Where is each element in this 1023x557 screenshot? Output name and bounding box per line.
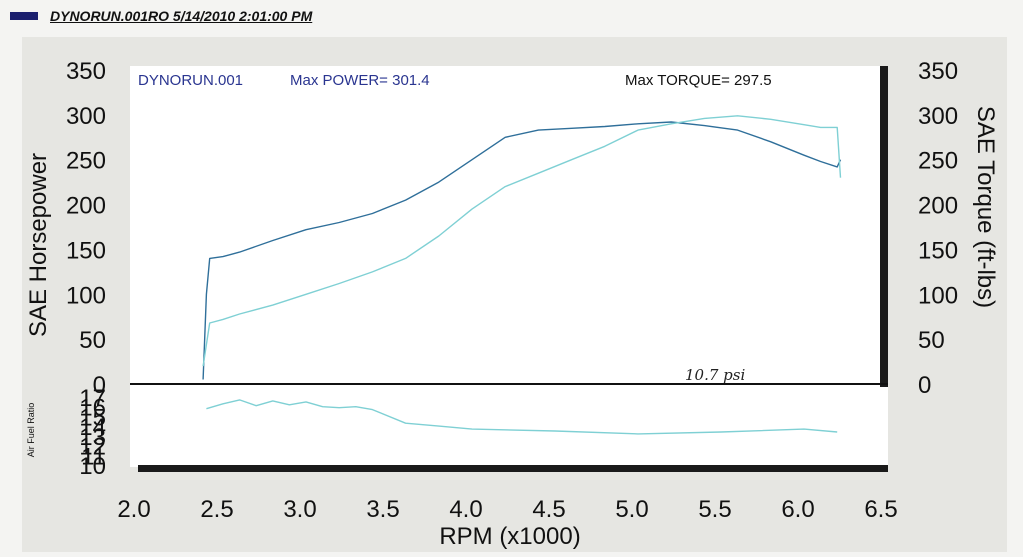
right-tick-label: 300	[918, 103, 958, 130]
left-tick-label: 300	[66, 103, 106, 130]
afr-tick-label: 13	[79, 424, 106, 451]
x-tick-label: 6.5	[864, 496, 897, 523]
right-axis-ticks: 0 50 100 150 200 250 300 350	[918, 58, 958, 399]
right-tick-label: 350	[918, 58, 958, 85]
report-title: DYNORUN.001RO 5/14/2010 2:01:00 PM	[50, 8, 313, 24]
afr-tick-label: 12	[79, 434, 106, 461]
left-tick-label: 150	[66, 237, 106, 264]
right-tick-label: 50	[918, 327, 945, 354]
max-power-label: Max POWER= 301.4	[290, 72, 430, 89]
series-line-dark	[202, 121, 842, 380]
left-axis-ticks: 0 50 100 150 200 250 300 350	[66, 58, 106, 399]
right-tick-label: 100	[918, 282, 958, 309]
x-tick-label: 5.5	[698, 496, 731, 523]
left-tick-label: 0	[93, 372, 106, 399]
x-axis-ticks: 2.0 2.5 3.0 3.5 4.0 4.5 5.0 5.5 6.0 6.5	[117, 496, 897, 523]
report-header: DYNORUN.001RO 5/14/2010 2:01:00 PM	[10, 6, 312, 26]
plot-right-border	[880, 66, 888, 472]
max-torque-label: Max TORQUE= 297.5	[625, 72, 772, 89]
right-tick-label: 150	[918, 237, 958, 264]
boost-annotation: 10.7 psi	[685, 366, 745, 384]
left-tick-label: 350	[66, 58, 106, 85]
x-tick-label: 3.0	[283, 496, 316, 523]
x-tick-label: 5.0	[615, 496, 648, 523]
x-tick-label: 2.0	[117, 496, 150, 523]
afr-tick-label: 17	[79, 385, 106, 412]
left-tick-label: 50	[79, 327, 106, 354]
x-tick-label: 2.5	[200, 496, 233, 523]
afr-tick-label: 14	[79, 414, 106, 441]
afr-series	[206, 399, 838, 435]
afr-tick-label: 11	[81, 443, 106, 470]
right-tick-label: 0	[918, 372, 931, 399]
header-marker	[10, 12, 38, 20]
x-tick-label: 4.5	[532, 496, 565, 523]
afr-tick-label: 10	[79, 453, 106, 480]
left-tick-label: 250	[66, 148, 106, 175]
right-tick-label: 250	[918, 148, 958, 175]
afr-tick-label: 15	[79, 404, 106, 431]
x-tick-label: 3.5	[366, 496, 399, 523]
plot-bottom-border	[138, 465, 888, 472]
left-tick-label: 200	[66, 193, 106, 220]
power-torque-series	[202, 115, 842, 380]
left-tick-label: 100	[66, 282, 106, 309]
x-tick-label: 4.0	[449, 496, 482, 523]
afr-tick-label: 16	[79, 395, 106, 422]
run-label: DYNORUN.001	[138, 72, 243, 89]
x-tick-label: 6.0	[781, 496, 814, 523]
right-tick-label: 200	[918, 193, 958, 220]
afr-plot-area	[130, 387, 888, 467]
afr-series-line	[206, 399, 838, 435]
power-plot-area	[130, 66, 888, 387]
right-axis-title: SAE Torque (ft-lbs)	[972, 106, 999, 308]
left-axis-title: SAE Horsepower	[25, 153, 52, 337]
series-line-light	[202, 115, 842, 367]
x-axis-title: RPM (x1000)	[439, 523, 580, 550]
afr-axis-title: Air Fuel Ratio	[26, 403, 36, 458]
